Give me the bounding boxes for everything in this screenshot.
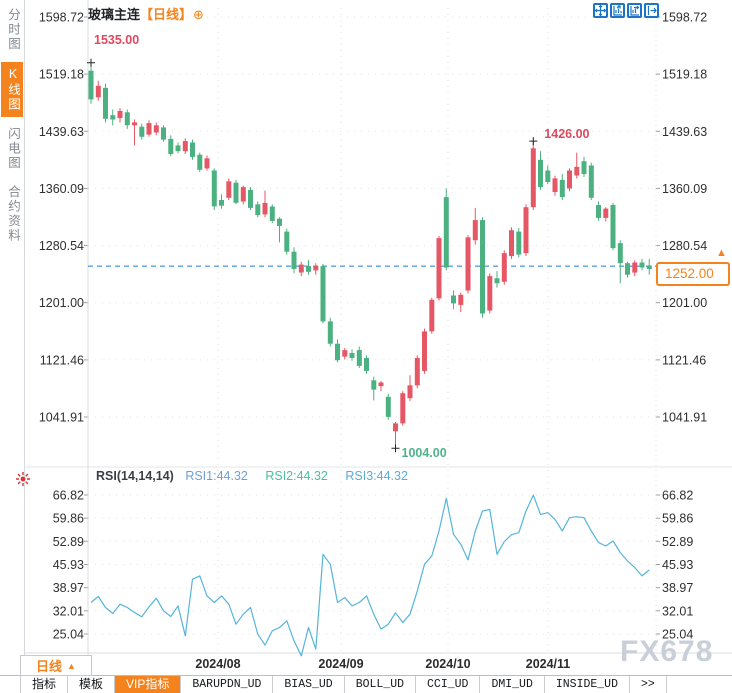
rsi-title: RSI(14,14,14) [96,469,174,483]
chart-toolbar [593,3,659,18]
price-axis-label-right: 1041.91 [662,411,707,425]
price-axis-label-right: 1439.63 [662,125,707,139]
rsi-axis-label-left: 52.89 [53,535,84,549]
rsi-axis-label-right: 25.04 [662,628,693,642]
rsi-axis-label-right: 66.82 [662,489,693,503]
footer-tab-7[interactable]: CCI_UD [416,676,481,693]
footer-tab-3[interactable]: VIP指标 [115,676,182,693]
footer-tab-10[interactable]: >> [630,676,667,693]
swing-high-annotation: 1535.00 [94,33,139,47]
scroll-right-icon[interactable] [644,3,659,18]
rsi-axis-label-right: 32.01 [662,604,693,618]
price-axis-label-right: 1280.54 [662,239,707,253]
footer-tab-4[interactable]: BARUPDN_UD [181,676,274,693]
rsi-axis-label-left: 32.01 [53,604,84,618]
rsi1-value: RSI1:44.32 [185,469,248,483]
rsi-axis-label-right: 45.93 [662,558,693,572]
rsi-axis-label-left: 25.04 [53,628,84,642]
price-axis-label-left: 1201.00 [39,296,84,310]
sidebar-item-time-chart[interactable]: 分时图 [6,8,20,52]
period-selector-button[interactable]: 日线 ▲ [20,655,92,676]
x-axis-label: 2024/10 [425,657,470,671]
price-axis-label-right: 1598.72 [662,11,707,25]
triangle-up-icon: ▲ [67,660,76,671]
x-axis-scale-icon[interactable] [627,3,642,18]
rsi-axis-label-left: 59.86 [53,512,84,526]
symbol-name: 玻璃主连 [88,7,141,22]
price-axis-label-left: 1041.91 [39,411,84,425]
chart-title: 玻璃主连【日线】⊕ [88,4,204,23]
price-axis-label-right: 1121.46 [662,353,706,367]
price-axis-label-left: 1280.54 [39,239,84,253]
left-sidebar: 分时图 K线图 闪电图 合约资料 [0,0,25,675]
rsi-line [90,494,650,657]
rsi-axis-label-right: 52.89 [662,535,693,549]
rsi2-value: RSI2:44.32 [265,469,328,483]
swing-marker-cross [529,137,538,146]
rsi-axis-label-left: 66.82 [53,489,84,503]
footer-tab-8[interactable]: DMI_UD [480,676,545,693]
price-axis-label-right: 1201.00 [662,296,707,310]
price-up-arrow-icon: ▲ [716,247,727,259]
indicator-tab-bar: 指标 模板 VIP指标 BARUPDN_UD BIAS_UD BOLL_UD CCI_UD D… [0,675,732,693]
swing-high-annotation: 1426.00 [544,127,589,141]
price-axis-label-left: 1121.46 [40,353,84,367]
rsi-axis-label-right: 59.86 [662,512,693,526]
footer-tab-9[interactable]: INSIDE_UD [545,676,630,693]
x-axis-label: 2024/08 [195,657,240,671]
swing-low-annotation: 1004.00 [402,446,447,460]
rsi3-value: RSI3:44.32 [345,469,408,483]
period-label: 【日线】 [140,7,193,22]
rsi-axis-label-right: 38.97 [662,581,693,595]
price-axis-label-right: 1360.09 [662,182,707,196]
price-axis-label-left: 1360.09 [39,182,84,196]
price-axis-label-right: 1519.18 [662,68,707,82]
period-selector-label: 日线 [36,659,63,674]
x-axis-label: 2024/11 [526,657,571,671]
swing-marker-cross [87,58,95,67]
last-price-tag: 1252.00 [656,262,730,286]
price-axis-label-left: 1598.72 [39,11,84,25]
rsi-header: RSI(14,14,14) RSI1:44.32 RSI2:44.32 RSI3… [96,469,408,483]
rsi-axis-label-left: 45.93 [53,558,84,572]
footer-tab-2[interactable]: 模板 [68,676,116,693]
pan-cross-icon[interactable] [593,3,608,18]
footer-tab-5[interactable]: BIAS_UD [273,676,345,693]
sidebar-item-lightning-chart[interactable]: 闪电图 [6,126,20,171]
footer-tab-1[interactable]: 指标 [20,676,69,693]
rsi-settings-icon[interactable] [15,471,31,492]
x-axis-label: 2024/09 [318,657,363,671]
price-axis-label-left: 1439.63 [39,125,84,139]
footer-tab-6[interactable]: BOLL_UD [345,676,417,693]
sidebar-item-contract-info[interactable]: 合约资料 [6,185,20,243]
y-axis-scale-icon[interactable] [610,3,625,18]
candlestick-series [88,62,652,445]
sidebar-item-kline-chart[interactable]: K线图 [1,61,23,117]
add-circle-icon[interactable]: ⊕ [193,7,204,22]
swing-marker-cross [391,444,400,453]
rsi-axis-label-left: 38.97 [53,581,84,595]
price-axis-label-left: 1519.18 [39,68,84,82]
